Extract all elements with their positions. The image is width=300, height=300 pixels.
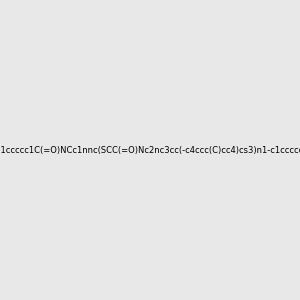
Text: Fc1ccccc1C(=O)NCc1nnc(SCC(=O)Nc2nc3cc(-c4ccc(C)cc4)cs3)n1-c1ccccc1: Fc1ccccc1C(=O)NCc1nnc(SCC(=O)Nc2nc3cc(-c… xyxy=(0,146,300,154)
